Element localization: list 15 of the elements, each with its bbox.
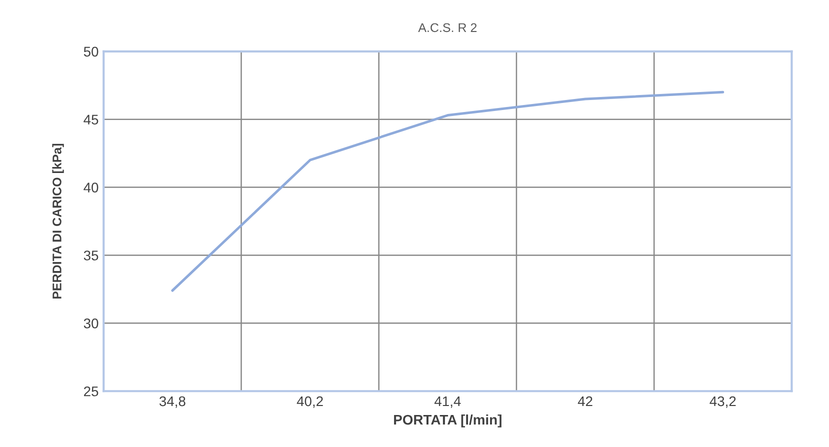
x-axis-title: PORTATA [l/min] xyxy=(394,414,502,428)
x-tick-label: 41,4 xyxy=(434,396,461,408)
line-series xyxy=(171,90,724,292)
x-tick-label: 43,2 xyxy=(710,396,736,408)
x-tick-label: 40,2 xyxy=(296,396,323,408)
chart-title: A.C.S. R 2 xyxy=(418,23,477,32)
y-tick-label: 35 xyxy=(84,250,98,260)
y-tick-label: 45 xyxy=(84,114,98,125)
y-axis-title: PERDITA DI CARICO [kPa] xyxy=(52,144,64,299)
x-tick-label: 34,8 xyxy=(159,396,186,408)
y-tick-label: 25 xyxy=(84,386,98,396)
y-tick-label: 50 xyxy=(84,46,98,57)
x-tick-label: 42 xyxy=(578,396,592,406)
y-tick-label: 30 xyxy=(84,318,98,328)
y-tick-label: 40 xyxy=(84,182,98,192)
